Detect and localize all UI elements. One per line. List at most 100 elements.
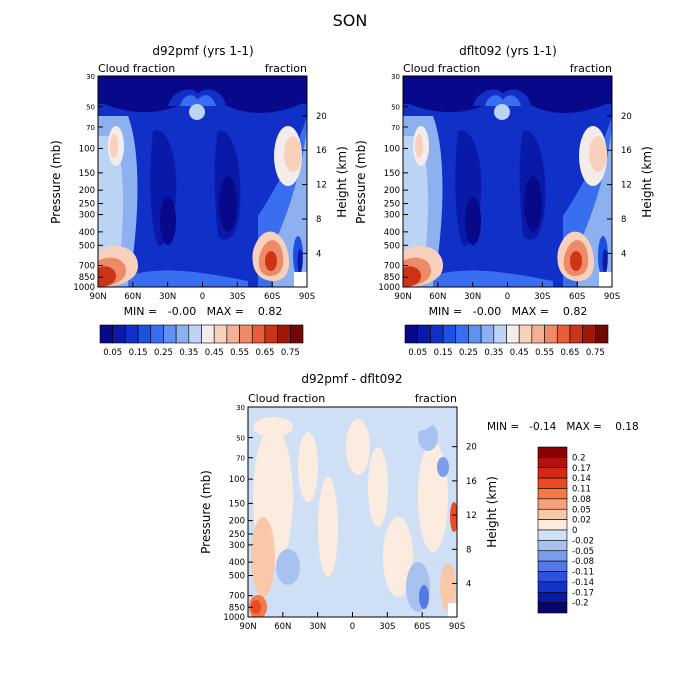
colorbar-swatch — [277, 324, 291, 344]
colorbar-label: -0.14 — [572, 578, 594, 588]
panel-1-title: d92pmf (yrs 1-1) — [152, 44, 253, 58]
height-tick-label: 20 — [466, 443, 477, 453]
y-tick-label: 700 — [384, 262, 400, 272]
panel-2-title: dflt092 (yrs 1-1) — [459, 44, 557, 58]
y-tick-label: 50 — [391, 104, 400, 112]
contour-fill — [298, 432, 318, 502]
y-tick-label: 300 — [384, 211, 400, 221]
y-tick-label: 30 — [236, 404, 245, 412]
colorbar-swatch — [493, 324, 507, 344]
contour-fill — [599, 272, 612, 287]
colorbar-label: 0.75 — [586, 348, 605, 358]
height-tick-label: 12 — [466, 511, 477, 521]
height-tick-label: 8 — [316, 215, 321, 225]
y-tick-label: 400 — [79, 228, 95, 238]
x-tick-label: 90S — [449, 622, 465, 632]
y-tick-label: 250 — [79, 200, 95, 210]
panel-2-ylabel: Pressure (mb) — [354, 140, 368, 224]
contour-fill — [419, 585, 429, 609]
colorbar-label: 0.55 — [230, 348, 249, 358]
y-tick-label: 300 — [229, 541, 245, 551]
colorbar-swatch — [239, 324, 253, 344]
height-tick-label: 8 — [621, 215, 626, 225]
contour-fill — [180, 95, 216, 106]
contour-fill — [184, 136, 195, 266]
height-tick-label: 12 — [316, 181, 327, 191]
colorbar-swatch — [480, 324, 495, 344]
panel-3-ylabel: Pressure (mb) — [199, 470, 213, 554]
colorbar-swatch — [213, 324, 228, 344]
x-tick-label: 30S — [534, 292, 550, 302]
colorbar-swatch — [430, 324, 444, 344]
y-tick-label: 150 — [384, 169, 400, 179]
y-tick-label: 500 — [229, 571, 245, 581]
colorbar-label: 0.2 — [572, 453, 586, 463]
contour-fill — [448, 603, 457, 617]
colorbar-label: 0.11 — [572, 485, 591, 495]
colorbar-swatch — [537, 571, 568, 583]
colorbar-swatch — [537, 540, 568, 552]
contour-fill — [98, 266, 116, 287]
contour-fill — [276, 549, 300, 585]
contour-fill — [219, 176, 237, 232]
panel-1-y2label: Height (km) — [335, 146, 349, 217]
colorbar-swatch — [537, 488, 568, 500]
colorbar-swatch — [537, 581, 568, 593]
x-tick-label: 30S — [379, 622, 395, 632]
colorbar-swatch — [569, 324, 583, 344]
contour-fill — [524, 176, 542, 232]
colorbar-swatch — [537, 498, 568, 510]
height-tick-label: 8 — [466, 545, 471, 555]
x-tick-label: 60S — [414, 622, 430, 632]
colorbar-label: 0 — [572, 526, 577, 536]
panel-2-right-label: fraction — [570, 62, 612, 75]
colorbar-swatch — [137, 324, 152, 344]
x-tick-label: 0 — [505, 292, 510, 302]
x-tick-label: 0 — [350, 622, 355, 632]
panel-2-left-label: Cloud fraction — [403, 62, 480, 75]
x-tick-label: 30N — [159, 292, 176, 302]
contour-fill — [368, 447, 388, 527]
x-tick-label: 0 — [200, 292, 205, 302]
colorbar-swatch — [455, 324, 469, 344]
contour-fill — [440, 563, 456, 611]
y-tick-label: 500 — [79, 241, 95, 251]
colorbar-label: 0.55 — [535, 348, 554, 358]
height-tick-label: 4 — [316, 249, 321, 259]
contour-fill — [294, 272, 307, 287]
contour-fill — [602, 249, 608, 273]
colorbar-swatch — [468, 324, 482, 344]
panel-3-left-label: Cloud fraction — [248, 392, 325, 405]
height-tick-label: 20 — [316, 112, 327, 122]
colorbar-label: -0.05 — [572, 547, 594, 557]
contour-fill — [346, 419, 370, 475]
y-tick-label: 50 — [86, 104, 95, 112]
colorbar-swatch — [531, 324, 545, 344]
contour-fill — [110, 134, 118, 158]
colorbar-swatch — [125, 324, 139, 344]
panel-1-left-label: Cloud fraction — [98, 62, 175, 75]
colorbar-label: 0.15 — [434, 348, 453, 358]
colorbar-label: 0.45 — [205, 348, 224, 358]
contour-fill — [251, 600, 261, 614]
colorbar-label: 0.35 — [179, 348, 198, 358]
figure-title: SON — [333, 11, 368, 30]
y-tick-label: 700 — [229, 592, 245, 602]
colorbar-swatch — [537, 508, 568, 520]
y-tick-label: 1000 — [378, 283, 400, 293]
y-tick-label: 70 — [236, 455, 245, 463]
contour-fill — [297, 249, 303, 273]
y-tick-label: 250 — [384, 200, 400, 210]
height-tick-label: 4 — [621, 249, 626, 259]
colorbar-label: 0.45 — [510, 348, 529, 358]
y-tick-label: 70 — [86, 124, 95, 132]
panel-2-stats: MIN = -0.00 MAX = 0.82 — [429, 305, 588, 318]
y-tick-label: 700 — [79, 262, 95, 272]
contour-fill — [383, 517, 413, 597]
contour-fill — [489, 136, 500, 266]
y-tick-label: 200 — [79, 186, 95, 196]
contour-fill — [383, 412, 433, 432]
x-tick-label: 60S — [264, 292, 280, 302]
colorbar-swatch — [537, 591, 568, 603]
